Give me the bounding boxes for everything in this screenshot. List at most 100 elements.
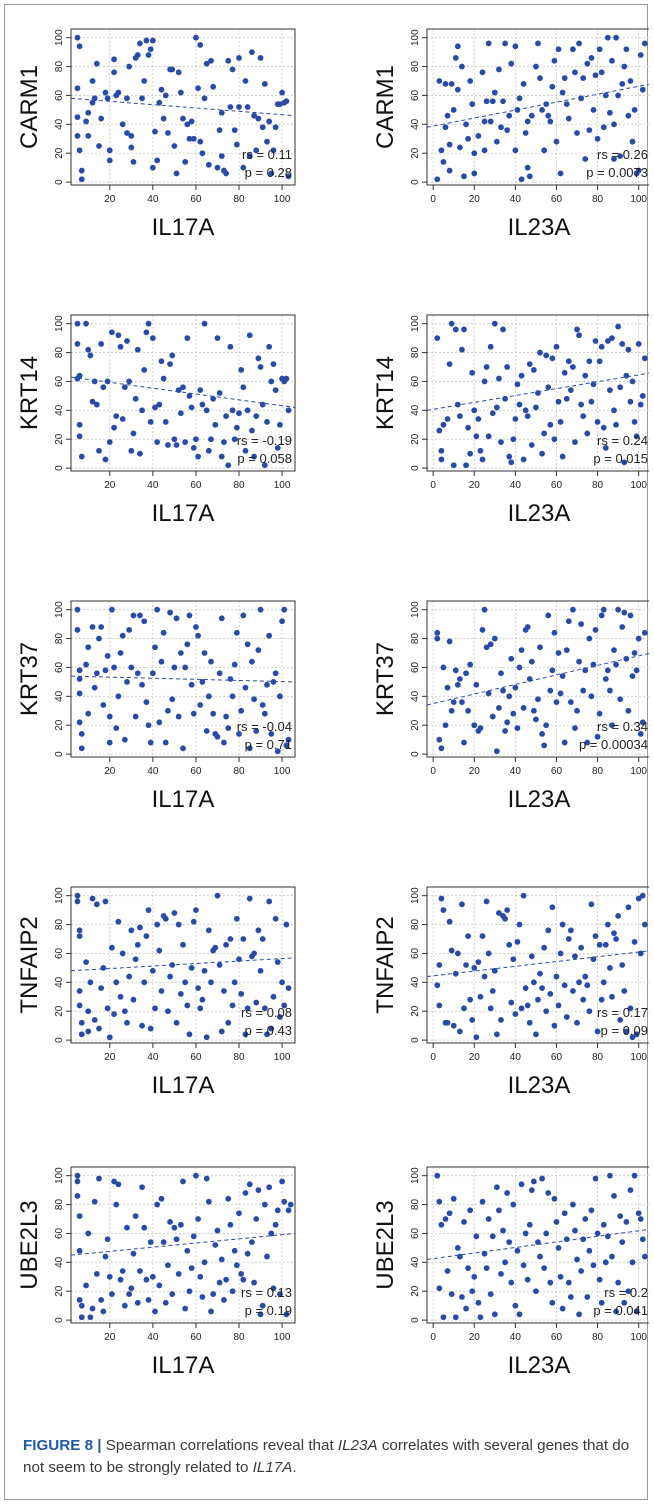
data-point [512,684,519,691]
data-point [268,170,275,177]
data-point [461,173,467,180]
x-axis-label: IL23A [508,786,571,813]
data-point [128,132,135,139]
data-point [613,1308,619,1315]
data-point [446,1210,453,1217]
data-point [463,962,469,968]
data-point [448,1291,455,1298]
data-point [613,34,619,41]
y-tick-label: 60 [54,375,65,387]
scatter-plot-tnfaip2-vs-il23a: 0 20 40 60 80 100 0 20 40 60 80 100 rs = 0.17 p = 0.0… [372,886,649,1099]
data-point [143,329,150,336]
data-point [165,130,171,136]
data-point [539,730,545,737]
y-tick-label: 60 [54,947,65,959]
y-tick-label: 20 [410,1005,421,1017]
y-tick-label: 0 [54,179,65,185]
data-point [242,1031,249,1038]
data-point [600,1221,607,1228]
x-tick-label: 100 [274,480,291,491]
data-point [233,629,240,636]
data-point [218,1028,225,1035]
data-point [214,733,221,740]
data-point [121,1008,128,1015]
data-point [442,80,449,87]
x-tick-label: 100 [630,1052,647,1063]
data-point [212,421,219,428]
data-point [514,1247,521,1254]
data-point [483,98,490,105]
data-point [193,34,199,41]
data-point [461,1005,467,1012]
data-point [119,1268,126,1274]
scatter-plot-tnfaip2-vs-il17a: 20 40 60 80 100 0 20 40 60 80 100 rs = 0.08 p = 0.43… [16,886,296,1099]
data-point [625,112,632,119]
data-point [578,1268,585,1274]
data-point [128,144,135,151]
data-point [436,78,443,84]
data-point [145,907,152,914]
data-point [553,699,560,706]
data-point [190,135,197,142]
data-point [606,109,613,116]
data-point [165,1008,171,1015]
data-point [446,141,453,148]
data-point [635,167,642,174]
data-point [588,54,595,61]
data-point [152,404,158,411]
data-point [627,78,634,84]
data-point [147,46,154,53]
y-tick-label: 40 [54,1256,65,1268]
data-point [149,335,156,342]
data-point [264,1253,270,1260]
data-point [188,681,195,688]
data-point [149,670,156,677]
x-axis-label: IL17A [152,1072,215,1099]
data-point [132,956,139,963]
data-point [177,410,184,417]
data-point [506,1239,513,1246]
y-tick-label: 40 [54,976,65,988]
data-point [524,118,531,125]
data-point [440,421,447,428]
data-point [543,1008,550,1015]
plot-box [426,314,649,472]
data-point [436,736,443,743]
data-point [584,982,591,989]
data-point [253,999,260,1006]
data-point [141,78,148,84]
y-tick-label: 80 [410,61,421,73]
data-point [190,444,197,451]
data-point [182,439,189,446]
data-point [493,748,500,755]
data-point [199,678,206,685]
data-point [272,915,279,922]
data-point [452,667,459,674]
data-point [438,745,445,752]
data-point [475,416,482,422]
data-point [106,1034,113,1041]
x-tick-label: 60 [190,766,202,777]
data-point [285,1207,292,1214]
y-tick-label: 100 [54,601,65,618]
data-point [578,944,585,951]
data-point [524,624,531,630]
x-axis-label: IL17A [152,786,215,813]
data-point [588,693,595,700]
data-point [145,52,152,58]
data-point [627,1005,634,1012]
data-point [516,95,523,102]
data-point [631,938,638,945]
data-point [539,1175,545,1182]
data-point [602,444,609,451]
data-point [469,1288,476,1295]
data-point [496,375,502,382]
data-point [74,892,81,899]
data-point [149,164,156,171]
data-point [590,106,597,113]
data-point [130,430,137,437]
data-point [143,699,150,706]
data-point [173,1019,180,1026]
x-tick-label: 20 [469,766,481,777]
y-tick-label: 0 [54,1317,65,1323]
